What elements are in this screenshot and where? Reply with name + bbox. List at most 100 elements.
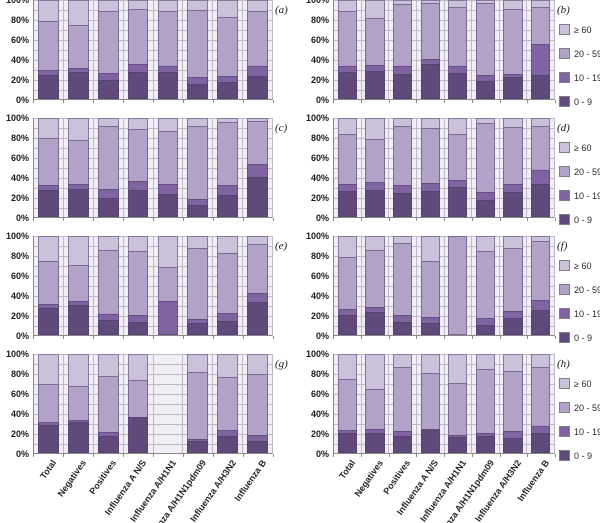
category-cell-influenza-a-h1n1 bbox=[154, 0, 184, 99]
category-cell-total bbox=[34, 0, 64, 99]
tick-mark bbox=[555, 454, 556, 457]
tick-mark bbox=[333, 454, 334, 457]
legend-item-10-19: 10 - 19 bbox=[559, 426, 600, 437]
stacked-bar-positives bbox=[97, 354, 119, 453]
bar-segment-0-9 bbox=[337, 191, 357, 217]
tick-mark bbox=[333, 100, 334, 103]
category-cell-influenza-a-h1n1pdm09 bbox=[472, 354, 500, 453]
bar-segment-20-59 bbox=[247, 373, 268, 436]
stacked-bar-negatives bbox=[67, 236, 89, 335]
y-axis-tick-label: 60% bbox=[310, 389, 329, 399]
bar-segment-0-9 bbox=[127, 190, 149, 217]
bar-segment-60 bbox=[503, 0, 523, 9]
tick-mark bbox=[153, 336, 154, 339]
bar-segment-10-19 bbox=[97, 73, 119, 81]
bar-segment-0-9 bbox=[187, 441, 209, 453]
bar-segment-20-59 bbox=[475, 368, 495, 434]
legend-item-0-9: 0 - 9 bbox=[559, 332, 600, 343]
category-cell-influenza-b bbox=[527, 354, 554, 453]
panel-side-area: (e) bbox=[275, 236, 287, 254]
category-cell-positives bbox=[94, 354, 124, 453]
chart-panel-c: 100% 80% 60% 40% 20% 0% (c) bbox=[0, 113, 300, 236]
bar-segment-10-19 bbox=[392, 431, 413, 437]
stacked-bar-influenza-a-h1n1pdm09 bbox=[187, 118, 209, 217]
legend-item-60: ≥ 60 bbox=[559, 260, 600, 271]
axis-tick-marks bbox=[33, 336, 274, 339]
tick-mark bbox=[360, 454, 362, 457]
bar-segment-60 bbox=[97, 236, 119, 250]
stacked-bar-influenza-b bbox=[531, 0, 551, 99]
bar-segment-20-59 bbox=[448, 236, 468, 335]
category-cell-influenza-a-n-s bbox=[124, 0, 154, 99]
legend-swatch-60 bbox=[559, 378, 570, 389]
bar-segment-10-19 bbox=[97, 432, 119, 437]
plot-area bbox=[333, 0, 555, 100]
bar-segment-10-19 bbox=[217, 76, 239, 83]
category-cell-influenza-a-n-s bbox=[124, 354, 154, 453]
y-axis-tick-label: 60% bbox=[10, 153, 29, 163]
bar-segment-60 bbox=[157, 0, 179, 11]
panel-side-area: (g) bbox=[275, 354, 288, 372]
legend: ≥ 60 20 - 59 10 - 19 0 - 9 bbox=[559, 142, 600, 225]
bar-segment-20-59 bbox=[531, 125, 551, 170]
y-axis-tick-label: 0% bbox=[15, 449, 29, 459]
bar-segment-0-9 bbox=[187, 205, 209, 217]
category-cell-negatives bbox=[64, 354, 94, 453]
tick-mark bbox=[388, 100, 390, 103]
bar-segment-10-19 bbox=[38, 304, 59, 309]
stacked-bar-positives bbox=[392, 118, 413, 217]
bar-segment-10-19 bbox=[420, 183, 440, 192]
category-cell-influenza-a-h1n1pdm09 bbox=[183, 354, 214, 453]
legend-item-label: 20 - 59 bbox=[574, 48, 600, 59]
axis-tick-marks bbox=[333, 100, 556, 103]
y-axis: 100% 80% 60% 40% 20% 0% bbox=[0, 0, 31, 105]
bar-segment-10-19 bbox=[217, 313, 239, 322]
bar-segment-0-9 bbox=[247, 441, 268, 453]
bar-segment-20-59 bbox=[217, 376, 239, 431]
bar-segment-0-9 bbox=[217, 82, 239, 99]
tick-mark bbox=[63, 100, 64, 103]
legend-item-label: 0 - 9 bbox=[574, 214, 593, 225]
bar-segment-0-9 bbox=[365, 312, 385, 335]
stacked-bar-influenza-a-n-s bbox=[420, 354, 440, 453]
stacked-bar-influenza-a-h3n2 bbox=[217, 118, 239, 217]
category-cell-total bbox=[334, 0, 362, 99]
stacked-bar-positives bbox=[97, 236, 119, 335]
panel-side-area: (a) bbox=[275, 0, 288, 18]
category-cell-influenza-a-h1n1 bbox=[445, 118, 473, 217]
category-cell-influenza-a-h3n2 bbox=[500, 0, 528, 99]
category-cell-influenza-a-h1n1pdm09 bbox=[183, 118, 214, 217]
bar-segment-10-19 bbox=[187, 319, 209, 324]
tick-mark bbox=[93, 218, 94, 221]
bar-segment-20-59 bbox=[217, 16, 239, 77]
bar-segment-20-59 bbox=[127, 250, 149, 316]
bar-segment-10-19 bbox=[217, 430, 239, 437]
bar-segment-20-59 bbox=[217, 252, 239, 314]
bar-segment-20-59 bbox=[38, 20, 59, 71]
tick-mark bbox=[213, 454, 214, 457]
legend-item-0-9: 0 - 9 bbox=[559, 214, 600, 225]
y-axis-tick-label: 40% bbox=[310, 55, 329, 65]
tick-mark bbox=[273, 100, 274, 103]
bar-segment-10-19 bbox=[365, 182, 385, 191]
bar-segment-10-19 bbox=[38, 185, 59, 191]
y-axis-tick-label: 40% bbox=[310, 291, 329, 301]
bar-segment-20-59 bbox=[448, 133, 468, 181]
bar-segment-0-9 bbox=[97, 80, 119, 99]
tick-mark bbox=[243, 454, 244, 457]
bar-segment-60 bbox=[127, 236, 149, 251]
bar-segment-20-59 bbox=[531, 240, 551, 301]
y-axis-tick-label: 20% bbox=[310, 311, 329, 321]
bar-segment-10-19 bbox=[392, 315, 413, 323]
y-axis-tick-label: 40% bbox=[10, 409, 29, 419]
category-cell-influenza-b bbox=[243, 354, 272, 453]
bar-segment-60 bbox=[503, 118, 523, 127]
stacked-bar-influenza-a-h1n1 bbox=[157, 118, 179, 217]
bar-segment-0-9 bbox=[475, 81, 495, 99]
tick-mark bbox=[388, 454, 390, 457]
panel-letter: (e) bbox=[275, 240, 288, 252]
y-axis-tick-label: 100% bbox=[5, 231, 29, 241]
legend-swatch-20-59 bbox=[559, 284, 570, 295]
bar-segment-60 bbox=[420, 118, 440, 128]
